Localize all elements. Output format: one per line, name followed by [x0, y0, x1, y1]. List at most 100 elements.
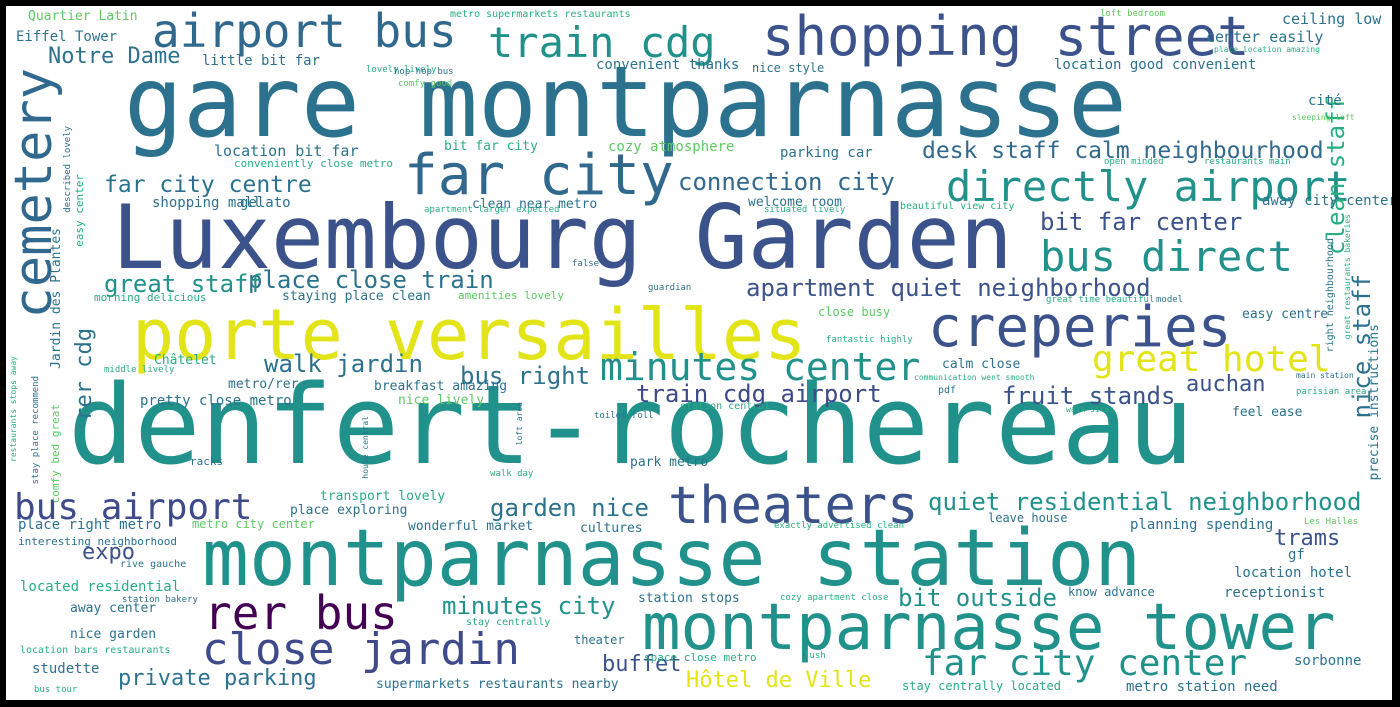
word-lovely-lively: lovely lively — [366, 65, 437, 75]
word-place-close-train: place close train — [248, 266, 494, 294]
word-directly-airport: directly airport — [946, 162, 1351, 211]
word-breakfast-amazing: breakfast amazing — [374, 379, 508, 394]
word-right-neighbourhood: right neighbourhood — [1325, 238, 1336, 353]
word-beautiful-view-city: beautiful view city — [900, 201, 1015, 212]
word-middle-lively: middle lively — [104, 365, 175, 375]
word-walk-day: walk day — [490, 469, 534, 479]
word-center-easily: center easily — [1206, 28, 1324, 46]
word-clean-near-metro: clean near metro — [472, 197, 598, 212]
word-ceiling-low: ceiling low — [1282, 10, 1382, 28]
word-place-exploring: place exploring — [290, 503, 408, 518]
word-rive-gauche: rive gauche — [120, 559, 187, 570]
word-toilet-roll: toilet roll — [594, 411, 654, 421]
word-loft-bedroom: loft bedroom — [1100, 9, 1166, 19]
word-denfert-rochereau: denfert-rochereau — [68, 361, 1194, 489]
word-far-city-center: far city center — [922, 643, 1248, 684]
word-gf: gf — [1288, 547, 1305, 563]
word-cozy-apartment-close: cozy apartment close — [780, 593, 889, 603]
word-minutes-center: minutes center — [600, 345, 921, 389]
word-pdf: pdf — [938, 385, 957, 396]
word-great-time-beautiful: great time beautiful — [1046, 295, 1155, 305]
word-cite: cité — [1308, 93, 1342, 109]
word-eiffel-tower: Eiffel Tower — [16, 29, 118, 45]
word-easy-centre: easy centre — [1242, 307, 1329, 322]
word-luxembourg-garden: Luxembourg Garden — [112, 186, 1013, 289]
word-airport-bus: airport bus — [152, 6, 457, 58]
word-shopping-mall: shopping mall — [152, 195, 262, 211]
word-calm-close: calm close — [942, 357, 1021, 372]
word-house-central: house central — [361, 416, 370, 479]
word-restaurants-main: restaurants main — [1204, 157, 1291, 167]
word-wonderful-market: wonderful market — [408, 519, 534, 534]
word-false: false — [572, 259, 600, 269]
word-sleeping-loft: sleeping loft — [1292, 113, 1355, 122]
word-station-central: station central — [680, 401, 771, 412]
word-bus-tour: bus tour — [34, 685, 78, 695]
word-parisian-area: parisian area — [1296, 387, 1367, 397]
word-know-advance: know advance — [1068, 585, 1155, 599]
word-comfy-bed-great: comfy bed great — [49, 404, 62, 504]
word-conveniently-close-metro: conveniently close metro — [234, 157, 393, 170]
word-notre-dame: Notre Dame — [48, 44, 181, 69]
word-space-close-metro: space close metro — [644, 651, 757, 664]
word-cloud: denfert-rochereau gare montparnasse Luxe… — [6, 6, 1392, 700]
word-expo: expo — [82, 540, 135, 565]
word-away-city-center: away city center — [1262, 193, 1392, 209]
word-comfy-good: comfy good — [398, 79, 453, 89]
word-park-metro: park metro — [630, 455, 709, 470]
word-rer-bus: rer bus — [204, 586, 398, 640]
word-metro-supermarkets-restaurants: metro supermarkets restaurants — [450, 9, 631, 20]
word-porte-versailles: porte versailles — [132, 294, 807, 376]
word-located-residential: located residential — [20, 579, 181, 595]
word-receptionist: receptionist — [1224, 585, 1326, 601]
word-interesting-neighborhood: interesting neighborhood — [18, 535, 177, 548]
word-auchan: auchan — [1186, 372, 1266, 397]
word-garden-nice: garden nice — [490, 494, 649, 522]
word-pretty-close-metro: pretty close metro — [140, 393, 292, 409]
word-location-hotel: location hotel — [1234, 565, 1353, 581]
word-situated-lively: situated lively — [764, 205, 846, 215]
word-leave-house: leave house — [988, 511, 1068, 525]
word-cultures: cultures — [580, 521, 643, 536]
word-connection-city: connection city — [678, 168, 895, 196]
word-far-city-centre: far city centre — [104, 172, 312, 198]
word-great-restaurants-bakeries: great restaurants bakeries — [1343, 214, 1352, 340]
word-nice-garden: nice garden — [70, 627, 157, 642]
word-jardin-des-plantes: Jardin des Plantes — [49, 228, 64, 369]
word-transport-lovely: transport lovely — [320, 489, 446, 504]
word-exactly-advertised-clean: exactly advertised clean — [774, 521, 905, 531]
word-communication-went-smooth: communication went smooth — [914, 373, 1035, 382]
word-hotel-de-ville: Hôtel de Ville — [686, 668, 872, 693]
word-metro-rer: metro/rer — [228, 377, 299, 392]
word-fantastic-highly: fantastic highly — [826, 335, 913, 345]
word-train-cdg-airport: train cdg airport — [636, 380, 882, 408]
word-racks: racks — [190, 455, 224, 468]
word-quartier-latin: Quartier Latin — [28, 9, 138, 24]
word-great-hotel: great hotel — [1092, 339, 1331, 380]
word-staying-place-clean: staying place clean — [282, 289, 431, 304]
word-buffet: buffet — [602, 652, 682, 677]
word-bus-airport: bus airport — [14, 487, 253, 528]
word-stay-centrally-located: stay centrally located — [902, 679, 1061, 693]
word-minutes-city: minutes city — [442, 592, 616, 620]
word-studette: studette — [32, 661, 100, 677]
word-great-staff: great staff — [104, 270, 263, 298]
word-theaters: theaters — [668, 476, 919, 536]
word-model: model — [1156, 295, 1184, 305]
word-open-minded: open minded — [1104, 157, 1164, 167]
word-chatelet: Châtelet — [154, 353, 217, 368]
word-train-cdg: train cdg — [488, 18, 716, 67]
word-little-bit-far: little bit far — [202, 53, 321, 69]
word-bit-far-center: bit far center — [1040, 208, 1243, 236]
word-parking-car: parking car — [780, 145, 873, 161]
word-loft-area: loft area — [515, 402, 524, 446]
word-welcome-room: welcome room — [748, 195, 842, 210]
word-walk-jardin: walk jardin — [264, 350, 423, 378]
word-quiet-residential-neighborhood: quiet residential neighborhood — [928, 488, 1362, 516]
word-far-city: far city — [404, 143, 674, 208]
word-nice-style: nice style — [752, 61, 825, 75]
word-montparnasse-station: montparnasse station — [202, 514, 1142, 604]
word-private-parking: private parking — [118, 666, 317, 691]
word-place-location-amazing: place location amazing — [1214, 45, 1320, 54]
